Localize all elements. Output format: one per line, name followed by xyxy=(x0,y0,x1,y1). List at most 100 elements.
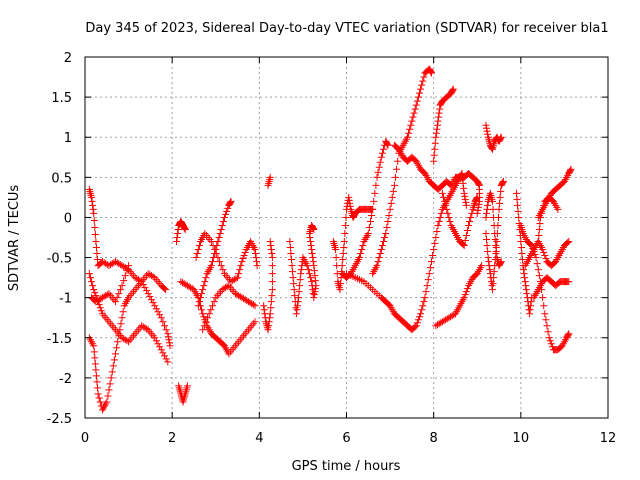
data-point xyxy=(198,290,206,298)
data-point xyxy=(540,249,548,257)
data-point xyxy=(165,339,173,347)
data-point xyxy=(293,306,301,314)
x-tick-label: 8 xyxy=(430,431,438,446)
data-point xyxy=(368,211,376,219)
data-point xyxy=(496,193,504,201)
data-point xyxy=(173,234,181,241)
data-point xyxy=(497,133,505,141)
data-point xyxy=(378,242,386,250)
data-point xyxy=(200,282,208,290)
data-point xyxy=(108,368,116,376)
data-point xyxy=(308,246,316,254)
data-point xyxy=(251,318,259,326)
data-point xyxy=(103,398,111,406)
y-tick-label: -1 xyxy=(59,292,72,307)
data-point xyxy=(227,197,235,205)
data-point xyxy=(422,288,430,296)
data-point xyxy=(491,229,499,237)
data-point xyxy=(483,209,491,217)
data-point xyxy=(287,250,295,258)
data-point xyxy=(289,268,297,276)
data-point xyxy=(486,270,494,278)
data-point xyxy=(154,340,162,348)
data-point xyxy=(554,205,562,213)
data-point xyxy=(426,264,434,272)
data-point xyxy=(296,276,304,284)
data-point xyxy=(535,272,543,280)
data-point xyxy=(430,151,438,159)
data-point xyxy=(459,241,467,249)
data-point xyxy=(214,238,222,246)
data-point xyxy=(535,225,543,233)
data-point xyxy=(114,338,122,346)
data-point xyxy=(96,304,104,312)
data-point xyxy=(377,246,385,254)
data-point xyxy=(202,318,210,326)
data-point xyxy=(497,187,505,195)
data-point xyxy=(404,133,412,141)
data-point xyxy=(93,378,101,386)
data-point xyxy=(394,157,402,165)
data-point xyxy=(463,226,471,234)
data-point xyxy=(473,193,481,201)
data-point xyxy=(535,231,543,239)
data-point xyxy=(495,205,503,213)
data-point xyxy=(490,213,498,221)
y-tick-label: -1.5 xyxy=(47,332,72,347)
data-point xyxy=(383,223,391,231)
data-point xyxy=(460,294,468,302)
data-point xyxy=(371,189,379,197)
data-point xyxy=(566,166,574,174)
data-point xyxy=(212,246,220,254)
data-point xyxy=(521,278,529,286)
data-point xyxy=(157,314,165,322)
data-point xyxy=(96,398,104,406)
data-point xyxy=(208,258,216,266)
data-point xyxy=(414,316,422,324)
data-point xyxy=(95,394,103,402)
data-point xyxy=(195,298,203,306)
data-point xyxy=(92,292,100,300)
data-point xyxy=(420,298,428,306)
data-point xyxy=(240,252,248,260)
data-point xyxy=(407,121,415,129)
data-point xyxy=(461,192,469,200)
data-point xyxy=(545,334,553,342)
data-point xyxy=(413,319,421,327)
data-point xyxy=(307,274,315,282)
data-point xyxy=(289,274,297,282)
data-point xyxy=(293,302,301,310)
data-point xyxy=(474,206,482,214)
data-point xyxy=(521,274,529,282)
data-point xyxy=(311,288,319,296)
data-point xyxy=(205,310,213,318)
data-point xyxy=(174,229,182,237)
data-point xyxy=(115,290,123,298)
data-point xyxy=(489,280,497,288)
data-point xyxy=(483,205,491,213)
y-tick-label: 0 xyxy=(64,211,72,226)
data-point xyxy=(92,238,100,246)
data-point xyxy=(482,121,490,129)
data-point xyxy=(232,275,240,283)
data-point xyxy=(266,238,274,246)
data-point xyxy=(427,258,435,266)
data-point xyxy=(253,258,261,266)
data-point xyxy=(291,292,299,300)
data-point xyxy=(305,270,313,278)
data-point xyxy=(435,109,443,117)
data-point xyxy=(218,221,226,229)
data-point xyxy=(373,262,381,270)
data-point xyxy=(181,224,189,232)
data-point xyxy=(461,237,469,245)
data-point xyxy=(297,266,305,274)
data-point xyxy=(370,197,378,205)
data-point xyxy=(475,180,483,188)
data-point xyxy=(393,165,401,173)
data-point xyxy=(157,346,165,354)
data-point xyxy=(309,258,317,266)
data-point xyxy=(432,234,440,241)
data-point xyxy=(340,238,348,246)
data-point xyxy=(268,250,276,258)
data-point xyxy=(159,318,167,326)
